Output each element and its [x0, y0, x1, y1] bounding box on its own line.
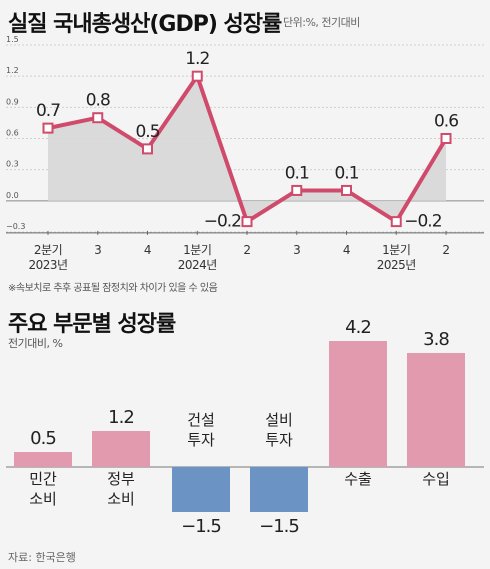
data-label: 0.1	[285, 163, 309, 183]
data-label: 0.6	[434, 112, 458, 132]
chart-title-gdp: 실질 국내총생산(GDP) 성장률	[8, 12, 282, 37]
category-label: 설비 투자	[265, 411, 293, 449]
y-tick-label: 1.2	[6, 66, 19, 75]
category-label: 수출	[344, 470, 372, 488]
chart-title-sectors: 주요 부문별 성장률	[8, 312, 176, 337]
x-year-label: 2023년	[28, 258, 67, 272]
x-tick-label: 3	[293, 243, 300, 257]
data-point	[241, 216, 253, 228]
unit-label-gdp: 단위:%, 전기대비	[283, 16, 360, 29]
data-label: 0.8	[86, 91, 110, 111]
y-tick-label: 0.0	[6, 191, 19, 200]
data-point	[191, 70, 203, 82]
bar-value-label: 1.2	[108, 407, 134, 428]
y-tick-label: −0.3	[6, 222, 25, 231]
category-label: 수입	[422, 470, 450, 488]
bar	[14, 452, 72, 467]
x-year-label: 2024년	[178, 258, 217, 272]
x-tick-label: 4	[343, 243, 350, 257]
data-label: 0.5	[135, 122, 159, 142]
category-label: 민간 소비	[29, 470, 57, 508]
footnote: ※속보치로 추후 공표될 잠정치와 차이가 있을 수 있음	[8, 283, 218, 294]
data-label: −0.2	[204, 212, 241, 232]
bar-value-label: 0.5	[30, 428, 56, 449]
bar	[250, 467, 308, 512]
data-label: 0.1	[334, 163, 358, 183]
data-point	[42, 122, 54, 134]
y-tick-label: 0.3	[6, 160, 19, 169]
data-point	[390, 216, 402, 228]
x-year-label: 2025년	[377, 258, 416, 272]
y-tick-label: 0.9	[6, 97, 19, 106]
x-tick-label: 2분기	[34, 243, 62, 257]
x-tick-label: 1분기	[183, 243, 211, 257]
x-tick-label: 3	[94, 243, 101, 257]
source-label: 자료: 한국은행	[8, 551, 76, 564]
unit-label-sectors: 전기대비, %	[8, 337, 63, 350]
y-tick-label: 1.5	[6, 35, 19, 44]
bar-value-label: 3.8	[423, 329, 449, 350]
bar	[329, 341, 387, 467]
bar-value-label: 4.2	[345, 317, 371, 338]
x-tick-label: 2	[442, 243, 449, 257]
data-point	[291, 184, 303, 196]
x-tick-label: 4	[144, 243, 151, 257]
data-label: −0.2	[404, 212, 441, 232]
bar	[92, 431, 150, 467]
data-label: 0.7	[36, 101, 60, 121]
data-point	[92, 112, 104, 124]
bar-value-label: −1.5	[259, 516, 299, 537]
bar	[172, 467, 230, 512]
data-point	[341, 184, 352, 196]
area-fill	[48, 76, 446, 222]
x-tick-label: 1분기	[382, 243, 410, 257]
x-tick-label: 2	[243, 243, 250, 257]
data-point	[142, 143, 153, 155]
category-label: 건설 투자	[187, 411, 215, 449]
data-label: 1.2	[185, 49, 209, 69]
category-label: 정부 소비	[107, 470, 135, 508]
bar	[407, 353, 465, 467]
y-tick-label: 0.6	[6, 129, 19, 138]
bar-value-label: −1.5	[181, 516, 221, 537]
data-point	[440, 133, 452, 144]
